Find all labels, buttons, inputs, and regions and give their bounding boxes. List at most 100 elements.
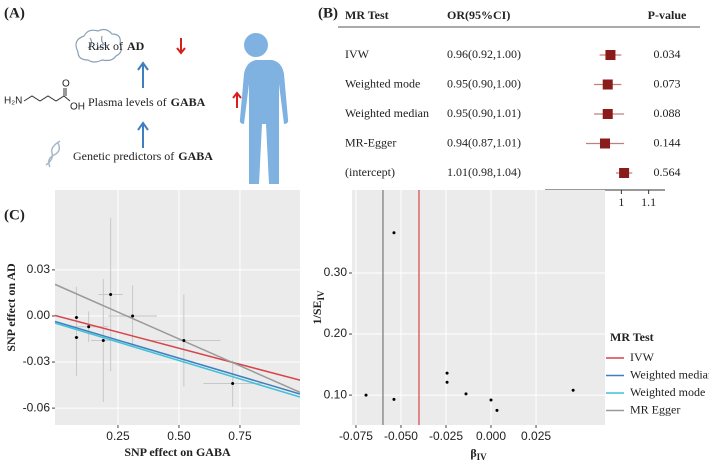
up-arrow bbox=[137, 121, 149, 148]
point bbox=[87, 325, 91, 329]
human-silhouette bbox=[239, 33, 289, 184]
point bbox=[231, 382, 235, 386]
or-label: 0.94(0.87,1.01) bbox=[447, 135, 521, 149]
plasma-text: Plasma levels of GABA bbox=[88, 95, 206, 109]
brain-icon bbox=[75, 28, 122, 63]
or-label: 0.95(0.90,1.01) bbox=[447, 106, 521, 120]
risk-text: Risk of AD bbox=[88, 39, 145, 53]
regression-line bbox=[55, 283, 300, 394]
point bbox=[495, 408, 499, 412]
molecule: H₂N O OH bbox=[4, 79, 85, 113]
point bbox=[364, 393, 368, 397]
plasma-bold: GABA bbox=[171, 95, 206, 109]
regression-line bbox=[55, 320, 300, 395]
plot-background bbox=[352, 190, 605, 425]
point bbox=[74, 315, 78, 319]
point bbox=[464, 392, 468, 396]
y-tick-label: 0.30 bbox=[324, 265, 348, 279]
or-point bbox=[619, 168, 630, 178]
legend-label: Weighted mode bbox=[630, 385, 705, 399]
genetic-text: Genetic predictors of GABA bbox=[73, 149, 213, 163]
point bbox=[182, 339, 186, 343]
p-value: 0.564 bbox=[654, 165, 681, 179]
point bbox=[445, 371, 449, 375]
x-label-main: β bbox=[470, 446, 476, 460]
x-tick-label: 0.50 bbox=[167, 429, 191, 443]
or-label: 0.96(0.92,1.00) bbox=[447, 47, 521, 61]
x-tick-label: 0.25 bbox=[106, 429, 130, 443]
p-value: 0.073 bbox=[654, 76, 681, 90]
x-tick-label: -0.025 bbox=[429, 429, 463, 443]
legend-title: MR Test bbox=[610, 330, 654, 344]
point bbox=[392, 397, 396, 401]
p-value: 0.144 bbox=[654, 135, 681, 149]
column-header: MR Test bbox=[345, 8, 389, 22]
y-label-sub: IV bbox=[316, 290, 326, 301]
x-tick-label: 1 bbox=[618, 195, 624, 209]
y-tick-label: 0.20 bbox=[324, 326, 348, 340]
risk-bold: AD bbox=[127, 39, 145, 53]
or-point bbox=[600, 138, 610, 149]
row-label: MR-Egger bbox=[345, 135, 396, 149]
x-tick-label: 0.025 bbox=[521, 429, 551, 443]
column-header: P-value bbox=[648, 8, 687, 22]
panel-label: (B) bbox=[318, 5, 338, 21]
x-tick-label: 1.1 bbox=[641, 195, 656, 209]
x-axis-label: βIV bbox=[470, 446, 487, 462]
row-label: Weighted mode bbox=[345, 76, 420, 90]
point bbox=[571, 388, 575, 392]
y-axis-label: SNP effect on AD bbox=[4, 263, 18, 352]
p-value: 0.034 bbox=[654, 47, 681, 61]
point bbox=[109, 292, 113, 296]
or-label: 1.01(0.98,1.04) bbox=[447, 165, 521, 179]
y-tick-label: 0.00 bbox=[27, 308, 51, 322]
hydroxyl: OH bbox=[70, 102, 85, 113]
y-axis-label: 1/SEIV bbox=[310, 290, 326, 325]
or-label: 0.95(0.90,1.00) bbox=[447, 76, 521, 90]
regression-line bbox=[55, 314, 300, 381]
p-value: 0.088 bbox=[654, 106, 681, 120]
column-header: OR(95%CI) bbox=[447, 8, 510, 22]
oxygen: O bbox=[62, 79, 70, 90]
or-point bbox=[602, 79, 613, 90]
y-label-main: 1/SE bbox=[310, 301, 324, 325]
legend-label: IVW bbox=[630, 350, 655, 364]
y-tick-label: 0.03 bbox=[27, 262, 51, 276]
genetic-label: Genetic predictors of bbox=[73, 149, 174, 163]
y-tick-label: 0.10 bbox=[324, 387, 348, 401]
plasma-label: Plasma levels of bbox=[88, 95, 167, 109]
point bbox=[489, 398, 493, 402]
row-label: Weighted median bbox=[345, 106, 429, 120]
genetic-bold: GABA bbox=[178, 149, 213, 163]
down-arrow bbox=[176, 38, 186, 55]
point bbox=[101, 339, 105, 343]
x-label-sub: IV bbox=[477, 452, 488, 462]
y-tick-label: -0.03 bbox=[23, 354, 51, 368]
risk-label: Risk of bbox=[88, 39, 123, 53]
plot-background bbox=[55, 190, 300, 425]
dna-icon bbox=[45, 140, 61, 168]
point bbox=[392, 231, 396, 235]
x-tick-label: 0.000 bbox=[476, 429, 506, 443]
plot-layer bbox=[55, 217, 300, 407]
point bbox=[74, 335, 78, 339]
up-arrow bbox=[137, 61, 149, 88]
legend-label: Weighted median bbox=[630, 367, 709, 381]
regression-line bbox=[55, 322, 300, 398]
x-axis-label: SNP effect on GABA bbox=[124, 445, 231, 459]
up-arrow-red bbox=[232, 91, 242, 108]
x-tick-label: 0.75 bbox=[228, 429, 252, 443]
point bbox=[131, 314, 135, 318]
or-point bbox=[605, 50, 616, 60]
legend-label: MR Egger bbox=[630, 402, 680, 416]
row-label: (intercept) bbox=[345, 165, 395, 179]
or-point bbox=[602, 109, 613, 119]
x-tick-label: -0.075 bbox=[339, 429, 373, 443]
amine: H₂N bbox=[4, 96, 22, 107]
point bbox=[445, 380, 449, 384]
panel-label: (C) bbox=[4, 207, 25, 223]
y-tick-label: -0.06 bbox=[23, 400, 51, 414]
panel-label: (A) bbox=[4, 5, 25, 21]
x-tick-label: -0.050 bbox=[384, 429, 418, 443]
